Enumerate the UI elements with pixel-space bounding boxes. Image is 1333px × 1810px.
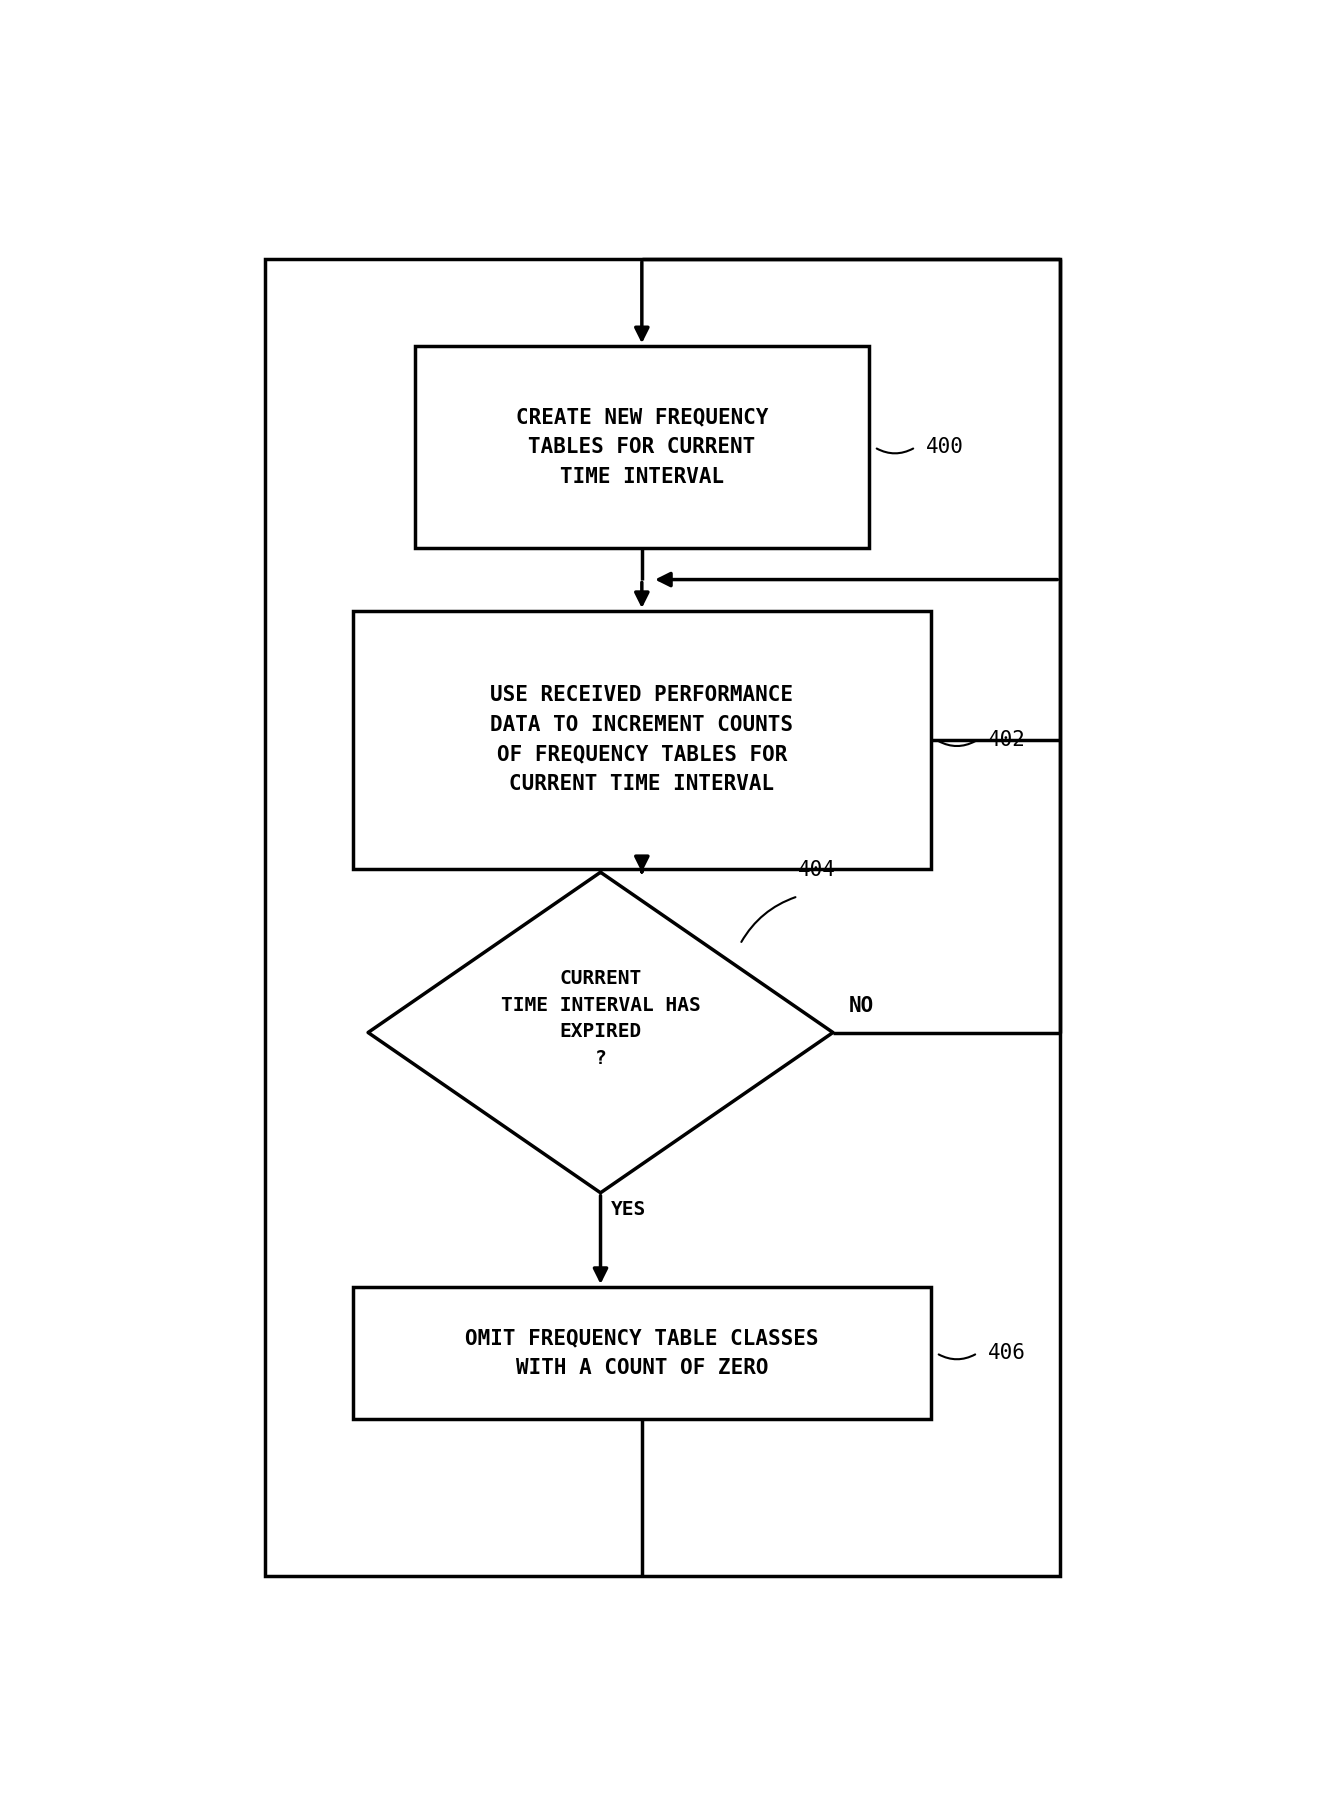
- Bar: [352, 612, 930, 869]
- Bar: [415, 346, 869, 548]
- Text: CREATE NEW FREQUENCY
TABLES FOR CURRENT
TIME INTERVAL: CREATE NEW FREQUENCY TABLES FOR CURRENT …: [516, 407, 768, 487]
- Bar: [265, 259, 1060, 1577]
- Text: 406: 406: [988, 1343, 1026, 1363]
- Text: NO: NO: [849, 996, 873, 1015]
- Text: 404: 404: [798, 860, 836, 880]
- Text: YES: YES: [611, 1200, 647, 1218]
- Text: 402: 402: [988, 729, 1026, 749]
- Bar: [352, 1287, 930, 1419]
- Text: OMIT FREQUENCY TABLE CLASSES
WITH A COUNT OF ZERO: OMIT FREQUENCY TABLE CLASSES WITH A COUN…: [465, 1329, 818, 1377]
- Text: USE RECEIVED PERFORMANCE
DATA TO INCREMENT COUNTS
OF FREQUENCY TABLES FOR
CURREN: USE RECEIVED PERFORMANCE DATA TO INCREME…: [491, 686, 793, 795]
- Text: 400: 400: [926, 438, 964, 458]
- Text: CURRENT
TIME INTERVAL HAS
EXPIRED
?: CURRENT TIME INTERVAL HAS EXPIRED ?: [501, 970, 700, 1068]
